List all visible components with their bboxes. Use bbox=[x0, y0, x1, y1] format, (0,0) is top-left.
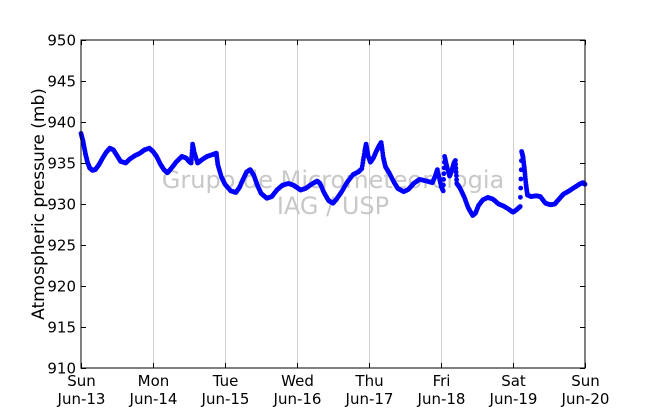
data-point bbox=[453, 165, 459, 171]
x-tick-label-date: Jun-16 bbox=[273, 390, 322, 408]
data-point bbox=[440, 188, 446, 194]
x-tick-label-date: Jun-18 bbox=[417, 390, 466, 408]
data-point bbox=[518, 194, 523, 200]
gridlines bbox=[153, 40, 514, 368]
x-tick-label-date: Jun-13 bbox=[57, 390, 106, 408]
y-tick-label: 950 bbox=[47, 32, 76, 50]
y-tick-label: 940 bbox=[47, 114, 76, 132]
x-tick-label-date: Jun-14 bbox=[129, 390, 178, 408]
y-tick-label: 925 bbox=[47, 237, 76, 255]
x-axis: SunJun-13MonJun-14TueJun-15WedJun-16ThuJ… bbox=[57, 40, 610, 408]
data-point bbox=[453, 158, 458, 163]
data-point bbox=[441, 182, 446, 188]
data-point bbox=[518, 176, 524, 182]
x-tick-label-day: Thu bbox=[354, 372, 383, 390]
data-point bbox=[517, 204, 523, 209]
x-tick-label-day: Fri bbox=[433, 372, 451, 390]
y-tick-label: 915 bbox=[47, 319, 76, 337]
data-point bbox=[453, 169, 459, 175]
x-tick-label-date: Jun-20 bbox=[561, 390, 610, 408]
y-tick-label: 920 bbox=[47, 278, 76, 296]
x-tick-label-day: Sat bbox=[501, 372, 526, 390]
x-tick-label-day: Sun bbox=[571, 372, 600, 390]
y-axis-title: Atmospheric pressure (mb) bbox=[29, 88, 49, 320]
data-point bbox=[441, 177, 446, 182]
data-points bbox=[78, 131, 588, 218]
y-tick-label: 910 bbox=[47, 360, 76, 378]
x-tick-label-day: Tue bbox=[212, 372, 239, 390]
watermark-line-2: IAG / USP bbox=[277, 192, 389, 220]
x-tick-label-day: Mon bbox=[138, 372, 170, 390]
y-axis: 910 915 920 925 930 935 940 945 950 bbox=[47, 32, 585, 378]
y-tick-label: 930 bbox=[47, 196, 76, 214]
x-tick-label-date: Jun-15 bbox=[201, 390, 250, 408]
data-point bbox=[453, 162, 458, 167]
data-point bbox=[441, 171, 447, 177]
x-tick-label-date: Jun-17 bbox=[345, 390, 394, 408]
y-tick-label: 935 bbox=[47, 155, 76, 173]
y-tick-label: 945 bbox=[47, 73, 76, 91]
x-tick-label-date: Jun-19 bbox=[489, 390, 538, 408]
data-point bbox=[518, 185, 524, 191]
x-tick-label-day: Wed bbox=[281, 372, 314, 390]
x-tick-label-day: Sun bbox=[67, 372, 96, 390]
data-point bbox=[454, 173, 459, 179]
data-point bbox=[454, 177, 459, 183]
